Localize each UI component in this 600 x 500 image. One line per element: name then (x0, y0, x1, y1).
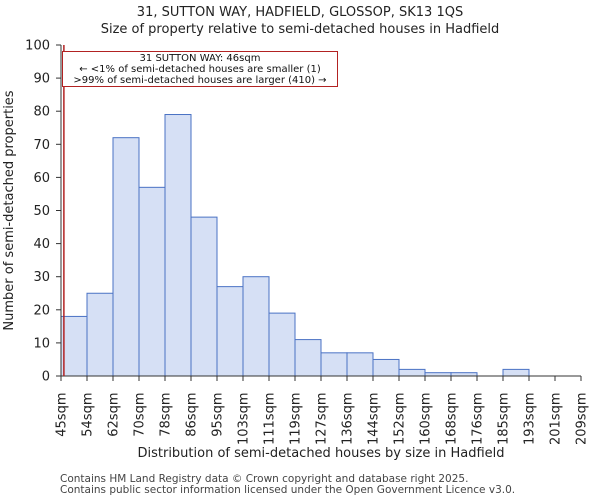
bar-152sqm (398, 368, 426, 377)
annotation-line-3: >99% of semi-detached houses are larger … (73, 75, 327, 86)
x-tick-label-62sqm: 62sqm (107, 393, 122, 437)
x-tick-label-95sqm: 95sqm (211, 393, 226, 437)
bar-54sqm (86, 292, 114, 377)
x-tick-label-111sqm: 111sqm (263, 393, 278, 446)
y-axis-label: Number of semi-detached properties (2, 90, 17, 330)
bar-86sqm (190, 216, 218, 377)
x-tick-label-70sqm: 70sqm (133, 393, 148, 437)
x-tick-label-54sqm: 54sqm (81, 393, 96, 437)
bar-78sqm (164, 114, 192, 377)
x-tick-label-45sqm: 45sqm (55, 393, 70, 437)
y-tick-label-50: 50 (33, 204, 50, 219)
x-tick-label-78sqm: 78sqm (159, 393, 174, 437)
bar-136sqm (346, 352, 374, 377)
footer-licence: Contains public sector information licen… (60, 484, 516, 496)
bar-119sqm (294, 339, 322, 377)
bar-62sqm (112, 137, 140, 377)
annotation-line-2: ← <1% of semi-detached houses are smalle… (79, 64, 321, 75)
x-tick-label-152sqm: 152sqm (393, 393, 408, 446)
x-tick-label-201sqm: 201sqm (549, 393, 564, 446)
x-tick-label-168sqm: 168sqm (445, 393, 460, 446)
bar-70sqm (138, 186, 166, 377)
x-tick-label-144sqm: 144sqm (367, 393, 382, 446)
x-tick-label-103sqm: 103sqm (237, 393, 252, 446)
y-tick-label-10: 10 (33, 336, 50, 351)
y-tick-label-20: 20 (33, 303, 50, 318)
bar-127sqm (320, 352, 348, 377)
property-annotation-box: 31 SUTTON WAY: 46sqm ← <1% of semi-detac… (62, 51, 338, 87)
y-tick-label-0: 0 (42, 370, 50, 385)
bar-95sqm (216, 286, 244, 377)
x-tick-label-209sqm: 209sqm (575, 393, 590, 446)
chart-title: 31, SUTTON WAY, HADFIELD, GLOSSOP, SK13 … (136, 5, 464, 20)
y-tick-label-30: 30 (33, 270, 50, 285)
y-tick-label-60: 60 (33, 171, 50, 186)
x-tick-label-86sqm: 86sqm (185, 393, 200, 437)
y-tick-label-80: 80 (33, 105, 50, 120)
x-tick-label-127sqm: 127sqm (315, 393, 330, 446)
x-tick-label-193sqm: 193sqm (523, 393, 538, 446)
annotation-line-1: 31 SUTTON WAY: 46sqm (139, 53, 261, 64)
x-tick-label-136sqm: 136sqm (341, 393, 356, 446)
bar-185sqm (502, 368, 530, 377)
bar-103sqm (242, 276, 270, 377)
y-tick-label-90: 90 (33, 72, 50, 87)
y-tick-label-70: 70 (33, 138, 50, 153)
footer-copyright: Contains HM Land Registry data © Crown c… (60, 473, 469, 485)
x-tick-label-185sqm: 185sqm (497, 393, 512, 446)
chart-subtitle: Size of property relative to semi-detach… (100, 22, 500, 37)
x-tick-label-176sqm: 176sqm (471, 393, 486, 446)
bar-111sqm (268, 312, 296, 377)
x-tick-label-119sqm: 119sqm (289, 393, 304, 446)
x-tick-label-160sqm: 160sqm (419, 393, 434, 446)
y-tick-label-100: 100 (25, 39, 50, 54)
bar-45sqm (60, 315, 88, 377)
x-axis-label: Distribution of semi-detached houses by … (137, 446, 504, 461)
bar-144sqm (372, 358, 400, 377)
y-tick-label-40: 40 (33, 237, 50, 252)
